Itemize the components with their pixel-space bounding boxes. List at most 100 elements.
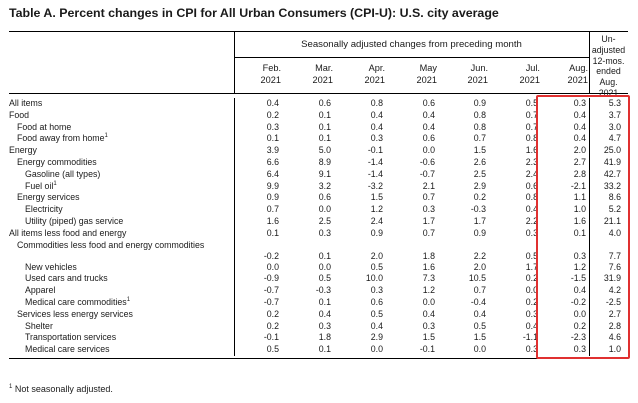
row-label: Transportation services: [25, 332, 116, 344]
table-row: Services less energy services 0.2 0.4 0.5 0.…: [9, 309, 628, 321]
cell-value: 0.6: [525, 180, 538, 191]
cell-value: 1.5: [473, 332, 486, 343]
row-label-text: Gasoline (all types): [25, 168, 101, 179]
cell-value: 8.6: [608, 192, 621, 203]
cell-value: 0.3: [573, 344, 586, 355]
cell-value: 3.7: [608, 109, 621, 120]
cell-value: 5.2: [608, 204, 621, 215]
cell-value: 0.3: [266, 121, 279, 132]
table-header: Seasonally adjusted changes from precedi…: [9, 31, 628, 98]
highlight-box: [536, 95, 630, 359]
cell-value: 2.0: [573, 145, 586, 156]
table-row: Food 0.2 0.1 0.4 0.4 0.8 0.7 0.4 3.7: [9, 110, 628, 122]
cell-value: 2.2: [473, 250, 486, 261]
cell-value: 2.4: [525, 168, 538, 179]
cell-value: 10.5: [468, 273, 486, 284]
cell-value: 2.8: [573, 168, 586, 179]
cell-value: 0.1: [318, 121, 331, 132]
row-label-text: Transportation services: [25, 332, 117, 343]
table-row: Used cars and trucks -0.9 0.5 10.0 7.3 10.5 0.…: [9, 273, 628, 285]
cell-value: 0.5: [318, 273, 331, 284]
cell-value: 0.2: [266, 320, 279, 331]
row-label-text: Energy services: [17, 192, 80, 203]
cell-value: 0.4: [422, 121, 435, 132]
cell-value: 2.5: [473, 168, 486, 179]
cell-value: 6.4: [266, 168, 279, 179]
cell-value: 0.3: [370, 133, 383, 144]
cell-value: 1.5: [370, 192, 383, 203]
unadjusted-line: ended: [596, 66, 621, 77]
cell-value: 0.6: [422, 98, 435, 108]
row-label: Food: [9, 110, 29, 122]
month-label: May: [419, 63, 437, 73]
cell-value: 2.8: [608, 320, 621, 331]
cell-value: 0.4: [525, 320, 538, 331]
cell-value: 0.4: [525, 204, 538, 215]
row-label: Apparel: [25, 285, 55, 297]
month-label: Feb.: [262, 63, 281, 73]
table-row: Energy 3.9 5.0 -0.1 0.0 1.5 1.6 2.0 25.0: [9, 145, 628, 157]
cell-value: 1.5: [422, 332, 435, 343]
cell-value: 0.0: [422, 296, 435, 307]
header-divider: [234, 32, 235, 93]
cell-value: 0.6: [318, 98, 331, 108]
cell-value: 0.3: [370, 285, 383, 296]
row-label: Medical care commodities1: [25, 297, 130, 309]
group-header: Seasonally adjusted changes from precedi…: [301, 39, 522, 50]
cell-value: 2.4: [370, 215, 383, 226]
cell-value: 0.0: [318, 204, 331, 215]
footnote: 1 Not seasonally adjusted.: [9, 384, 113, 394]
cell-value: 0.9: [266, 192, 279, 203]
cell-value: -0.1: [263, 332, 279, 343]
table-bottom-rule: [9, 358, 628, 359]
cell-value: 0.4: [370, 320, 383, 331]
cell-value: 0.7: [422, 227, 435, 238]
cell-value: 0.4: [573, 285, 586, 296]
cell-value: 0.4: [473, 308, 486, 319]
unadjusted-line: Un-: [601, 34, 616, 44]
row-label-text: Fuel oil: [25, 180, 54, 191]
cell-value: 0.7: [525, 109, 538, 120]
row-label: Electricity: [25, 204, 63, 216]
cell-value: 3.0: [608, 121, 621, 132]
cell-value: -0.1: [419, 344, 435, 355]
cell-value: 0.4: [573, 133, 586, 144]
cell-value: 0.4: [573, 109, 586, 120]
footnote-marker: 1: [9, 384, 13, 390]
cell-value: 0.7: [422, 192, 435, 203]
row-label-text: Apparel: [25, 285, 56, 296]
body-divider: [589, 98, 590, 356]
row-label-text: Commodities less food and energy commodi…: [17, 239, 205, 250]
table-row: Utility (piped) gas service 1.6 2.5 2.4 1.7 1…: [9, 216, 628, 228]
cell-value: 0.2: [573, 320, 586, 331]
row-label-text: Energy: [9, 145, 37, 156]
cell-value: 0.2: [266, 308, 279, 319]
cell-value: -0.7: [419, 168, 435, 179]
cell-value: 0.0: [573, 308, 586, 319]
row-label-text: Medical care services: [25, 344, 110, 355]
cell-value: 3.2: [318, 180, 331, 191]
cell-value: 2.0: [473, 261, 486, 272]
cell-value: 1.2: [573, 261, 586, 272]
row-label: Gasoline (all types): [25, 169, 100, 181]
cell-value: 7.7: [608, 250, 621, 261]
cell-value: -0.7: [263, 285, 279, 296]
cell-value: -0.6: [419, 156, 435, 167]
cell-value: 0.1: [573, 227, 586, 238]
table-row: New vehicles 0.0 0.0 0.5 1.6 2.0 1.7 1.2 7.6: [9, 262, 628, 274]
cell-value: 1.0: [573, 204, 586, 215]
unadjusted-line: Aug. 2021: [598, 77, 619, 98]
cell-value: -1.4: [367, 168, 383, 179]
table-row: Medical care commodities1 -0.7 0.1 0.6 0.0 -0…: [9, 297, 628, 309]
cell-value: -0.7: [263, 296, 279, 307]
body-divider: [234, 98, 235, 356]
year-label: 2021: [416, 75, 437, 85]
cell-value: -2.1: [570, 180, 586, 191]
row-label: Food at home: [17, 122, 71, 134]
table-row: Fuel oil1 9.9 3.2 -3.2 2.1 2.9 0.6 -2.1 33.2: [9, 181, 628, 193]
cell-value: 25.0: [603, 145, 621, 156]
table-title: Table A. Percent changes in CPI for All …: [9, 6, 499, 20]
row-label-text: New vehicles: [25, 261, 77, 272]
cell-value: 2.6: [473, 156, 486, 167]
row-label: Used cars and trucks: [25, 273, 108, 285]
